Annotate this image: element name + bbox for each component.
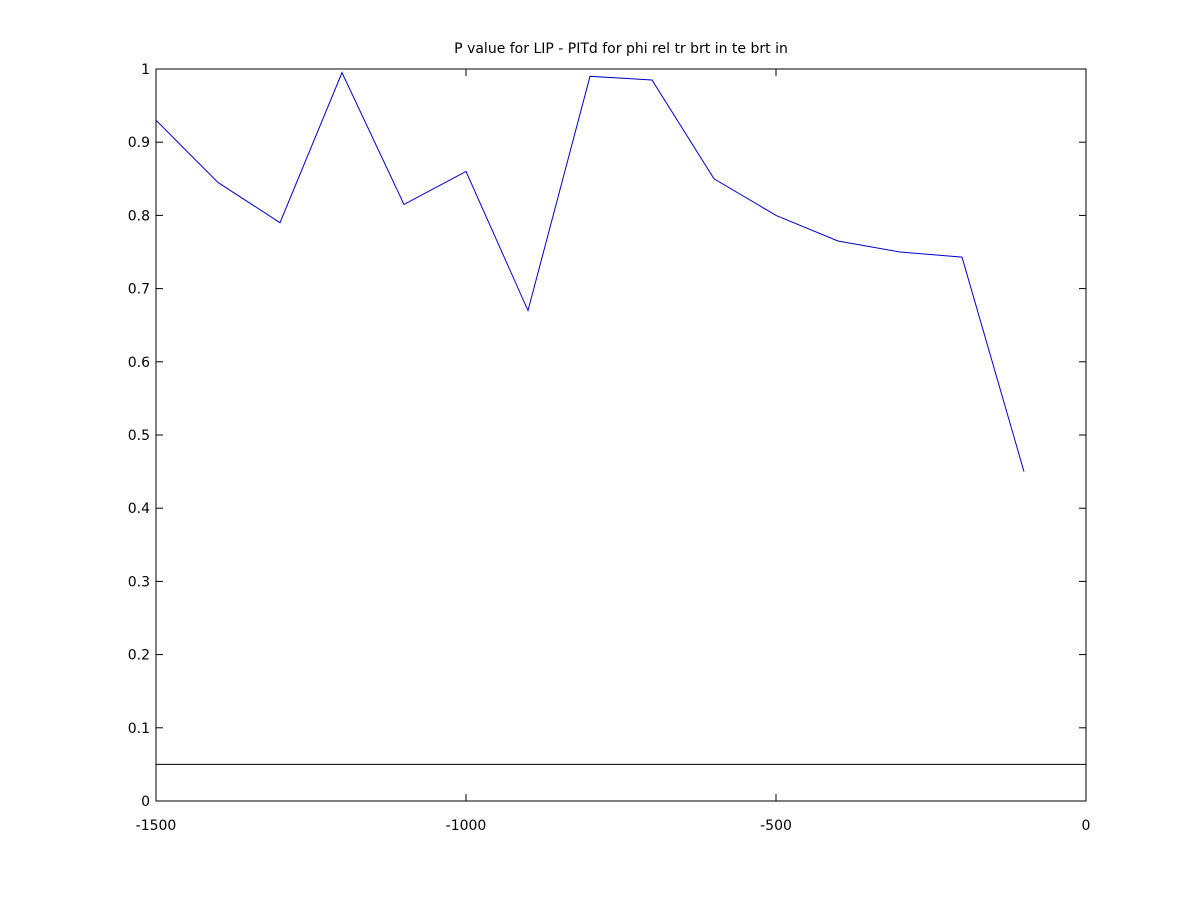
series-point (652, 79, 653, 80)
series-point (466, 171, 467, 172)
y-tick-label: 0.2 (128, 648, 150, 664)
series-point (404, 204, 405, 205)
series-point (280, 222, 281, 223)
y-tick-label: 0.1 (128, 721, 150, 737)
series-point (342, 72, 343, 73)
y-tick-label: 0.4 (128, 501, 150, 517)
tick-labels-layer: 0 0.1 0.2 0.3 0.4 0.5 0.6 0.7 0.8 0.9 1 -1500 -1000 -… (128, 62, 1091, 834)
series-point (776, 215, 777, 216)
series-point (218, 182, 219, 183)
series-point (590, 76, 591, 77)
y-tick-label: 0 (141, 794, 150, 810)
series-layer (155, 71, 1025, 472)
series-point (528, 310, 529, 311)
plot-area-frame (155, 68, 1087, 802)
x-tick-label: -1000 (446, 818, 487, 834)
series-point (714, 178, 715, 179)
series-line (155, 71, 1025, 472)
x-tick-label: 0 (1082, 818, 1091, 834)
series-point (1024, 471, 1025, 472)
series-point (962, 257, 963, 258)
y-tick-label: 0.5 (128, 428, 150, 444)
y-tick-label: 0.8 (128, 208, 150, 224)
chart-title: P value for LIP - PITd for phi rel tr br… (454, 41, 788, 57)
y-tick-label: 0.7 (128, 282, 150, 298)
series-point (900, 252, 901, 253)
x-tick-label: -1500 (136, 818, 177, 834)
y-tick-label: 0.6 (128, 355, 150, 371)
series-point (838, 241, 839, 242)
y-tick-label: 0.3 (128, 574, 150, 590)
x-tick-label: -500 (760, 818, 792, 834)
y-tick-label: 0.9 (128, 135, 150, 151)
y-tick-label: 1 (141, 62, 150, 78)
